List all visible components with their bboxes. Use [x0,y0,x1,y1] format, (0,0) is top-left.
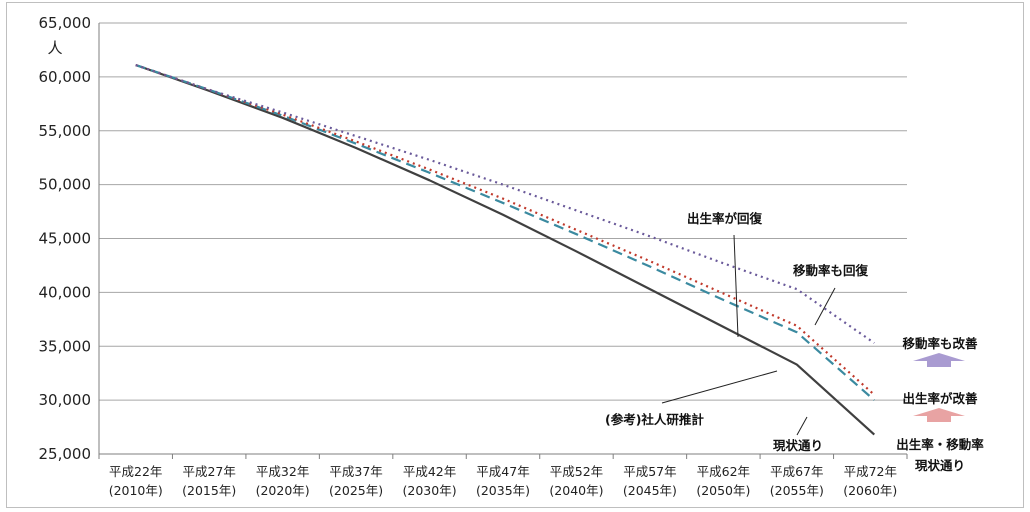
x-tick-label: (2060年) [843,483,897,498]
x-tick-label: (2045年) [623,483,677,498]
y-axis-label: 人 [47,39,62,57]
population-projection-chart: 人 65,000 60,000 55,000 50,000 45,000 40,000 35… [39,14,985,498]
x-tick-label: 平成57年 [623,464,676,479]
annotations: 出生率が回復 移動率も回復 (参考)社人研推計 現状通り [605,211,869,453]
grid-lines [99,22,907,455]
series-lines [135,63,876,436]
x-tick-label: 平成42年 [403,464,456,479]
y-tick-label: 60,000 [39,68,92,86]
x-tick-label: 平成67年 [770,464,823,479]
y-tick-label: 35,000 [39,337,92,355]
y-tick-label: 40,000 [39,283,92,301]
arrow-up-pink-icon [913,408,965,422]
series-line-0 [135,63,876,436]
side-label-status-line1: 出生率・移動率 [896,437,984,452]
annotation-leader-migration [814,287,836,326]
y-tick-label: 50,000 [39,176,92,194]
chart-frame: 人 65,000 60,000 55,000 50,000 45,000 40,000 35… [6,2,1024,508]
x-tick-label: 平成22年 [109,464,162,479]
x-tick-label: (2025年) [329,483,383,498]
x-tick-label: (2030年) [403,483,457,498]
series-line-2 [135,63,876,396]
x-tick-label: 平成27年 [182,464,235,479]
x-tick-label: 平成37年 [329,464,382,479]
annotation-ipss-estimate: (参考)社人研推計 [605,412,704,427]
annotation-leader-birthrate [733,234,739,338]
side-label-status-line2: 現状通り [915,458,965,473]
x-tick-label: (2020年) [256,483,310,498]
x-tick-label: (2050年) [696,483,750,498]
side-label-birthrate-improve: 出生率が改善 [902,391,978,406]
x-tick-label: (2040年) [549,483,603,498]
side-label-migration-improve: 移動率も改善 [902,336,978,351]
x-tick-label: (2055年) [770,483,824,498]
y-tick-label: 25,000 [39,445,92,463]
annotation-birthrate-recovery: 出生率が回復 [687,211,763,226]
annotation-migration-recovery: 移動率も回復 [793,263,869,278]
y-tick-label: 55,000 [39,122,92,140]
x-tick-label: 平成62年 [697,464,750,479]
y-tick-label: 30,000 [39,391,92,409]
annotation-status-quo: 現状通り [773,438,823,453]
y-tick-label: 65,000 [39,14,92,32]
y-tick-label: 45,000 [39,230,92,248]
x-tick-label: 平成47年 [476,464,529,479]
annotation-leader-status-quo [796,416,808,436]
series-line-1 [135,63,875,401]
x-tick-label: 平成52年 [550,464,603,479]
arrow-up-purple-icon [913,353,965,367]
side-legend: 移動率も改善 出生率が改善 出生率・移動率 現状通り [896,336,984,473]
x-tick-label: 平成72年 [844,464,897,479]
x-tick-label: (2010年) [109,483,163,498]
x-tick-label: (2035年) [476,483,530,498]
x-axis: 平成22年 (2010年) 平成27年 (2015年) 平成32年 (2020年) 平成37… [98,23,908,498]
y-axis: 人 65,000 60,000 55,000 50,000 45,000 40,000 35… [39,14,92,463]
series-line-3 [135,63,875,344]
annotation-leader-ipss [661,370,778,404]
x-tick-label: 平成32年 [256,464,309,479]
x-tick-label: (2015年) [182,483,236,498]
